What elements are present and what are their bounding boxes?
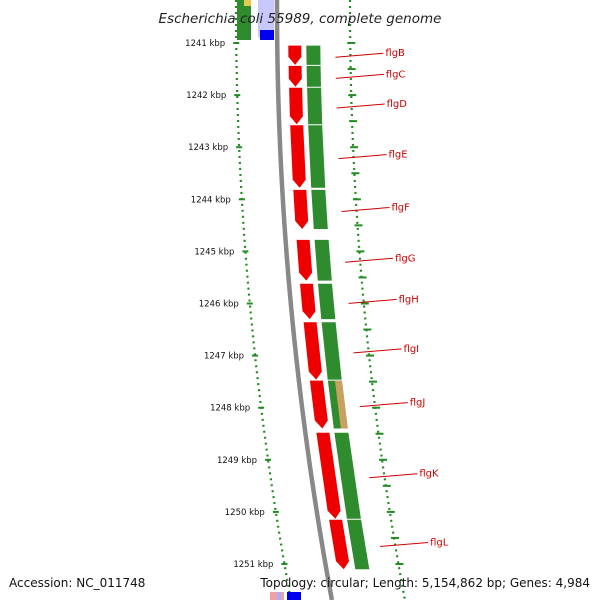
gene-label-flgl: flgL bbox=[430, 537, 449, 548]
gene-label-flgi: flgI bbox=[404, 344, 420, 355]
ruler-label: 1247 kbp bbox=[204, 352, 244, 362]
gene-leader-line bbox=[335, 52, 384, 58]
cds-arrow-flge bbox=[290, 125, 306, 188]
gene-leader-line bbox=[345, 257, 394, 263]
feature-tracks bbox=[234, 0, 406, 600]
gene-label-flgf: flgF bbox=[391, 202, 410, 213]
cds-arrow-flgl bbox=[329, 519, 349, 570]
cog-band-flgf bbox=[311, 189, 328, 229]
inner-dotted-circle bbox=[234, 0, 292, 600]
gene-label-flgh: flgH bbox=[399, 294, 419, 305]
gene-leader-line bbox=[369, 473, 418, 479]
ruler-label: 1246 kbp bbox=[199, 300, 239, 310]
gene-leader-line bbox=[348, 298, 397, 304]
cog-band-flgi bbox=[321, 322, 342, 380]
summary-text: Topology: circular; Length: 5,154,862 bp… bbox=[259, 576, 590, 590]
cds-arrow-flgh bbox=[300, 283, 316, 320]
cds-arrow-flgg bbox=[296, 239, 313, 281]
gene-label-flgg: flgG bbox=[395, 253, 415, 264]
ruler-label: 1248 kbp bbox=[210, 404, 250, 414]
cog-band-flgb bbox=[306, 45, 321, 65]
top-feature-blue bbox=[260, 30, 274, 40]
gene-label-flgb: flgB bbox=[385, 48, 405, 59]
kbp-ruler: 1241 kbp 1242 kbp 1243 kbp 1244 kbp 1245 kbp… bbox=[185, 39, 404, 570]
cog-band-flgd bbox=[307, 87, 323, 125]
map-title: Escherichia coli 55989, complete genome bbox=[159, 11, 442, 27]
gene-leader-line bbox=[336, 103, 385, 109]
ruler-label: 1243 kbp bbox=[188, 143, 228, 153]
ruler-label: 1242 kbp bbox=[186, 91, 226, 101]
gene-leader-line bbox=[359, 402, 408, 408]
top-feature-yellow bbox=[244, 0, 251, 6]
cog-band-flgh bbox=[318, 283, 336, 320]
gene-leader-line bbox=[335, 73, 384, 79]
bottom-feature-blue bbox=[287, 592, 301, 600]
cds-arrow-flgi bbox=[303, 322, 322, 380]
cog-band-flgc bbox=[306, 65, 321, 87]
cds-arrow-flgf bbox=[293, 189, 309, 229]
cog-band-flge bbox=[308, 125, 326, 188]
cog-band-flgk bbox=[334, 432, 361, 519]
cog-band-flgl bbox=[347, 519, 370, 570]
ruler-label: 1241 kbp bbox=[185, 39, 225, 49]
cds-arrow-flgk bbox=[316, 432, 341, 519]
gene-label-flgk: flgK bbox=[419, 469, 439, 480]
ruler-label: 1251 kbp bbox=[233, 560, 273, 570]
gene-leader-line bbox=[353, 348, 402, 354]
cog-band-tan bbox=[334, 380, 348, 429]
outer-dotted-circle bbox=[348, 0, 406, 600]
gene-leader-line bbox=[380, 541, 429, 547]
backbone-line bbox=[274, 0, 335, 600]
bottom-feature-lavender bbox=[277, 592, 281, 600]
gene-label-flgc: flgC bbox=[386, 69, 406, 80]
ruler-label: 1250 kbp bbox=[225, 508, 265, 518]
ruler-label: 1249 kbp bbox=[217, 456, 257, 466]
accession-text: Accession: NC_011748 bbox=[9, 576, 145, 590]
top-feature-lavender bbox=[258, 0, 274, 38]
ruler-label: 1245 kbp bbox=[194, 247, 234, 257]
cds-arrow-flgc bbox=[288, 65, 302, 87]
cog-band-flgg bbox=[314, 239, 332, 281]
cds-arrow-flgd bbox=[289, 87, 303, 125]
gene-leader-line bbox=[338, 154, 387, 160]
cds-arrow-flgb bbox=[288, 45, 302, 65]
cds-arrow-flgj bbox=[309, 380, 328, 429]
gene-leader-line bbox=[341, 206, 390, 212]
gene-label-flgj: flgJ bbox=[410, 398, 426, 409]
gene-label-flgd: flgD bbox=[387, 99, 408, 110]
top-feature-green bbox=[237, 0, 251, 40]
gene-labels: flgB flgC flgD flgE flgF flgG flgH flgI flgJ flgK… bbox=[335, 48, 449, 548]
ruler-label: 1244 kbp bbox=[191, 195, 231, 205]
gene-label-flge: flgE bbox=[389, 150, 408, 161]
